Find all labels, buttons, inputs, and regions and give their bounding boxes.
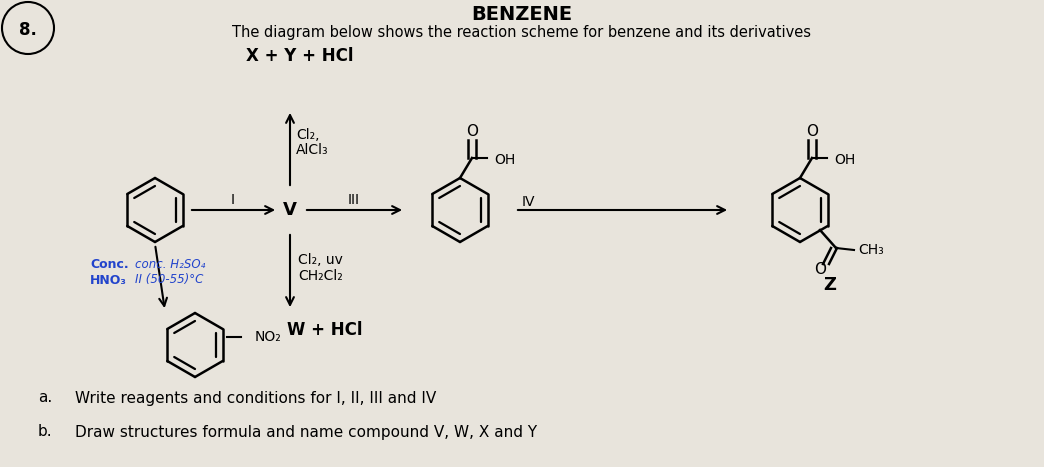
Text: O: O [466, 125, 478, 140]
Text: II (50-55)°C: II (50-55)°C [135, 274, 204, 286]
Text: CH₂Cl₂: CH₂Cl₂ [298, 269, 342, 283]
Text: Conc.: Conc. [90, 259, 128, 271]
Text: The diagram below shows the reaction scheme for benzene and its derivatives: The diagram below shows the reaction sch… [233, 24, 811, 40]
Text: O: O [814, 262, 826, 277]
Text: V: V [283, 201, 296, 219]
Text: Cl₂, uv: Cl₂, uv [298, 253, 342, 267]
Text: b.: b. [38, 425, 52, 439]
Text: Cl₂,: Cl₂, [296, 128, 319, 142]
Text: Z: Z [824, 276, 836, 294]
Text: III: III [348, 193, 360, 207]
Text: CH₃: CH₃ [858, 243, 884, 257]
Text: NO₂: NO₂ [255, 330, 282, 344]
Text: O: O [806, 125, 818, 140]
Text: Write reagents and conditions for I, II, III and IV: Write reagents and conditions for I, II,… [75, 390, 436, 405]
Text: conc. H₂SO₄: conc. H₂SO₄ [135, 259, 206, 271]
Text: AlCl₃: AlCl₃ [296, 143, 329, 157]
Text: HNO₃: HNO₃ [90, 274, 127, 286]
Text: OH: OH [494, 153, 516, 167]
Text: 8.: 8. [19, 21, 37, 39]
Text: I: I [231, 193, 235, 207]
Text: a.: a. [38, 390, 52, 405]
Text: Draw structures formula and name compound V, W, X and Y: Draw structures formula and name compoun… [75, 425, 537, 439]
Text: BENZENE: BENZENE [472, 5, 572, 23]
Text: X + Y + HCl: X + Y + HCl [246, 47, 354, 65]
Text: IV: IV [521, 195, 535, 209]
Text: W + HCl: W + HCl [287, 321, 362, 339]
Text: OH: OH [834, 153, 855, 167]
